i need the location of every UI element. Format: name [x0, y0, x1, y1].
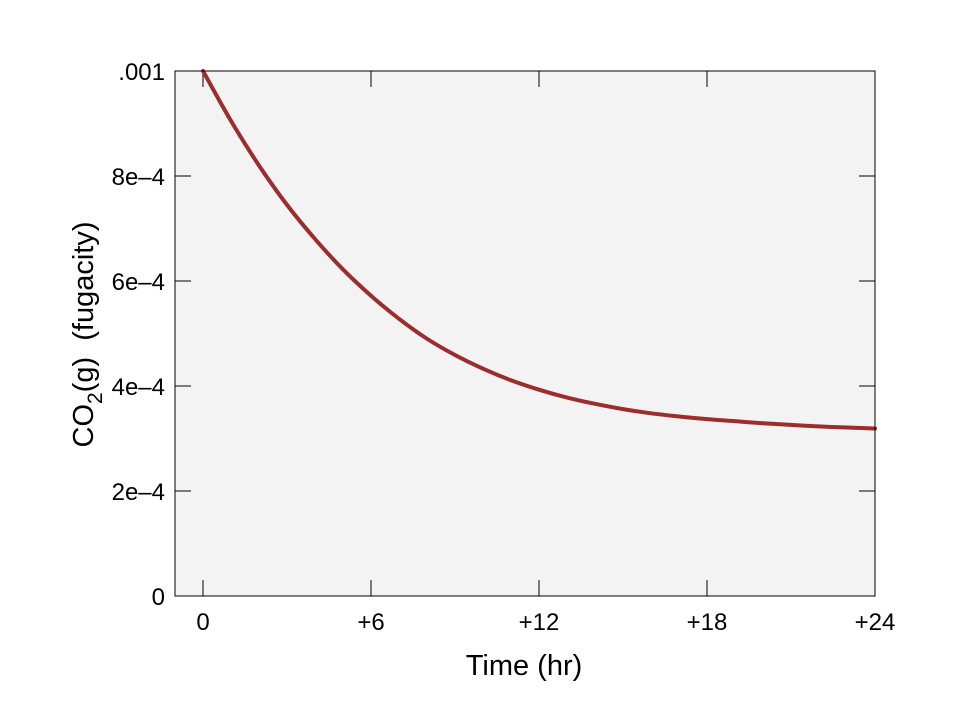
plot-area	[175, 71, 875, 596]
y-axis-title-suffix: (g) (fugacity)	[68, 221, 100, 392]
x-tick-label: 0	[196, 609, 209, 636]
y-tick-label: 4e–4	[112, 374, 165, 401]
x-tick-label: +6	[357, 609, 384, 636]
x-axis-title: Time (hr)	[466, 650, 583, 682]
y-tick-label: 8e–4	[112, 164, 165, 191]
y-axis-title-subscript: 2	[84, 392, 107, 404]
series-line-0	[201, 69, 877, 431]
x-tick-label: +12	[519, 609, 560, 636]
x-tick-label: +18	[687, 609, 728, 636]
y-axis-title: CO2(g) (fugacity)	[68, 221, 107, 447]
series-layer	[201, 69, 877, 431]
y-tick-label: 6e–4	[112, 269, 165, 296]
y-axis-title-prefix: CO	[68, 404, 100, 448]
tick-labels: 0 +6 +12 +18 +24 0 2e–4 4e–4 6e–4 8e–4 .001	[112, 59, 896, 636]
y-tick-label: .001	[118, 59, 165, 86]
y-tick-label: 0	[152, 584, 165, 611]
y-tick-label: 2e–4	[112, 479, 165, 506]
x-tick-label: +24	[855, 609, 896, 636]
plot-frame	[174, 70, 876, 597]
